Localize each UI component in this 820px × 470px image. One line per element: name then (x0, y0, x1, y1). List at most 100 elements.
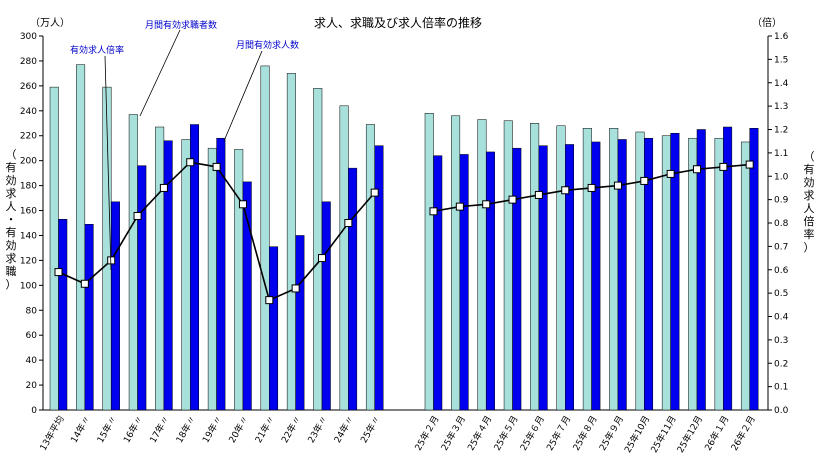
bar-job-offers (723, 126, 733, 411)
bar-job-seekers (556, 125, 566, 411)
bar-job-offers (137, 165, 147, 411)
ratio-point (238, 200, 247, 209)
right-tick-label: 0.8 (774, 219, 789, 229)
bar-job-offers (538, 145, 548, 411)
right-axis-title-char: 人 (804, 202, 815, 215)
right-tick-label: 1.1 (774, 149, 788, 159)
right-tick-label: 1.5 (774, 55, 788, 65)
right-axis-title-char: 率 (804, 227, 815, 241)
bar-job-offers (485, 151, 495, 411)
left-tick-label: 300 (20, 32, 37, 42)
left-axis-title-char: 有 (6, 160, 17, 174)
category-label: 21年〃 (252, 414, 277, 446)
bar-job-offers (565, 144, 574, 411)
category-label: 17年〃 (147, 414, 172, 446)
left-axis-title-char: ） (6, 278, 17, 291)
left-tick-label: 280 (20, 57, 37, 67)
bar-job-seekers (76, 64, 86, 411)
annotation-job-offers: 月間有効求人数 (236, 39, 299, 51)
category-label: 25年６月 (517, 414, 547, 453)
category-label: 23年〃 (305, 414, 330, 446)
category-label: 25年〃 (358, 414, 383, 446)
ratio-point (133, 211, 142, 220)
annotation-job-seekers: 月間有効求職者数 (145, 19, 217, 31)
ratio-point (745, 160, 754, 169)
bar-job-offers (374, 145, 384, 411)
left-axis-title-char: 人 (6, 200, 17, 213)
ratio-point (455, 202, 464, 211)
bar-job-offers (617, 139, 627, 411)
bar-job-offers (591, 141, 601, 411)
category-label: 15年〃 (94, 414, 119, 446)
bar-job-seekers (451, 115, 461, 411)
left-axis-title-char: 求 (6, 187, 17, 200)
ratio-point (186, 158, 195, 167)
left-tick-label: 200 (20, 157, 37, 167)
category-label: 25年３月 (438, 414, 468, 453)
bar-job-offers (163, 140, 173, 411)
left-axis-title-char: （ (6, 148, 17, 161)
right-tick-label: 0.1 (774, 383, 788, 393)
left-axis-unit: （万人） (30, 17, 70, 29)
bar-job-offers (110, 201, 120, 411)
right-tick-label: 0.7 (774, 242, 788, 252)
category-label: 16年〃 (121, 414, 146, 446)
category-label: 22年〃 (279, 414, 304, 446)
left-tick-label: 100 (20, 281, 37, 291)
category-label: 26年２月 (728, 414, 758, 453)
left-axis-title-char: ・ (6, 213, 17, 226)
bar-job-offers (190, 124, 199, 411)
bar-job-seekers (740, 141, 750, 411)
right-tick-label: 1.6 (774, 32, 789, 42)
ratio-point (482, 200, 491, 209)
ratio-point (640, 176, 649, 185)
right-tick-label: 0.2 (774, 359, 788, 369)
ratio-point (212, 162, 221, 171)
left-axis-title-char: 効 (6, 173, 17, 187)
left-tick-label: 120 (20, 256, 37, 266)
category-label: 20年〃 (226, 414, 251, 446)
ratio-point (693, 165, 701, 174)
bar-job-seekers (688, 137, 698, 411)
category-label: 25年９月 (596, 414, 626, 453)
bar-job-seekers (49, 86, 59, 411)
category-label: 25年８月 (570, 414, 600, 453)
ratio-point (54, 268, 63, 277)
left-tick-label: 80 (26, 306, 38, 316)
ratio-point (534, 190, 543, 199)
annotation-ratio: 有効求人倍率 (70, 44, 124, 56)
ratio-point (429, 207, 438, 216)
right-tick-label: 0.0 (774, 406, 789, 416)
bar-job-offers (242, 181, 252, 411)
category-label: 25年10月 (622, 414, 653, 455)
left-tick-label: 160 (20, 207, 37, 217)
bar-job-offers (696, 129, 706, 411)
bar-job-seekers (234, 149, 244, 411)
left-tick-label: 40 (26, 356, 38, 366)
category-label: 26年１月 (702, 414, 732, 453)
left-tick-label: 260 (20, 82, 37, 92)
ratio-point (318, 254, 326, 263)
ratio-point (344, 219, 353, 227)
category-label: 25年７月 (544, 414, 574, 453)
bar-job-seekers (207, 147, 217, 411)
ratio-point (561, 186, 570, 195)
bar-job-seekers (181, 139, 191, 411)
ratio-point (80, 279, 89, 288)
left-axis-title-char: 有 (6, 225, 17, 239)
category-label: 25年４月 (465, 414, 495, 453)
bar-job-offers (670, 132, 680, 411)
right-tick-label: 1.2 (774, 126, 788, 136)
bar-job-seekers (155, 126, 165, 411)
right-axis-title-char: 倍 (804, 214, 815, 228)
left-axis-title-char: 効 (6, 238, 17, 252)
right-axis-title-char: 効 (804, 175, 815, 189)
bar-job-offers (321, 201, 331, 411)
bar-job-seekers (477, 119, 487, 411)
ratio-line-layer (54, 158, 754, 305)
bar-job-seekers (313, 88, 323, 411)
category-label: 18年〃 (173, 414, 198, 446)
right-tick-label: 0.5 (774, 289, 788, 299)
left-tick-label: 60 (26, 331, 38, 341)
